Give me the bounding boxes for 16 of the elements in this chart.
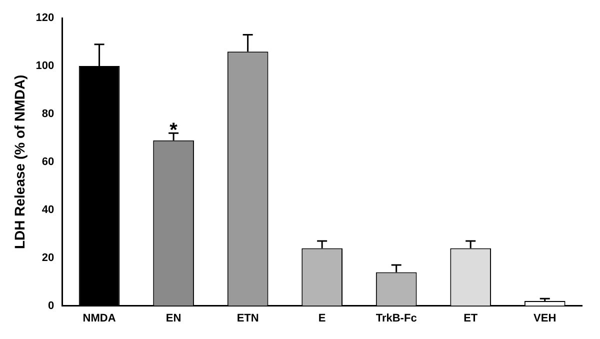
x-tick-label: E: [318, 312, 326, 324]
x-tick-label: ET: [464, 312, 478, 324]
annotation: *: [170, 120, 178, 142]
y-tick-label: 40: [42, 204, 54, 216]
x-tick-label: ETN: [236, 312, 259, 324]
y-tick-label: 20: [42, 252, 54, 264]
y-axis-title: LDH Release (% of NMDA): [11, 74, 28, 250]
y-tick-label: 120: [36, 12, 54, 24]
y-tick-label: 100: [36, 60, 54, 72]
y-tick-label: 80: [42, 108, 54, 120]
x-tick-label: TrkB-Fc: [376, 312, 417, 324]
y-tick-label: 0: [48, 300, 54, 312]
x-tick-label: VEH: [534, 312, 556, 324]
y-tick-label: 60: [42, 156, 54, 168]
x-tick-label: NMDA: [82, 312, 116, 324]
x-tick-label: EN: [166, 312, 182, 324]
